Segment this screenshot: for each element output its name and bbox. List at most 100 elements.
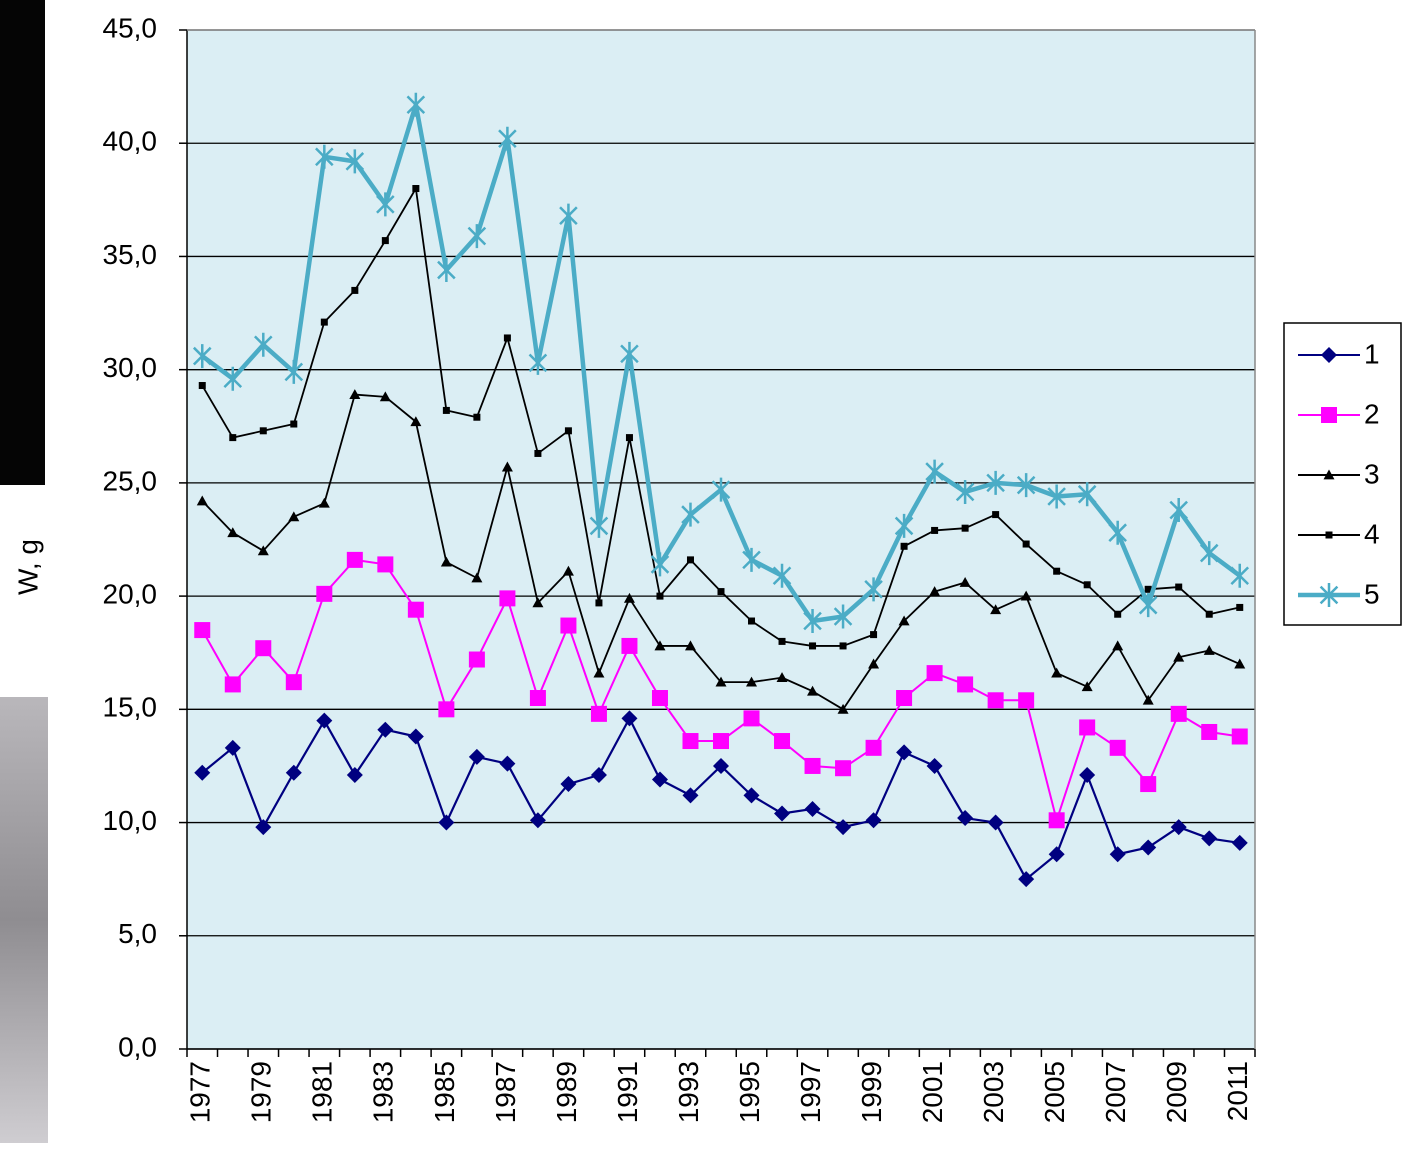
data-point (473, 414, 480, 421)
x-tick-label: 1983 (368, 1061, 399, 1123)
data-point (260, 427, 267, 434)
chart: W, g 0,05,010,015,020,025,030,035,040,04… (0, 0, 1402, 1152)
y-tick-label: 25,0 (103, 465, 158, 496)
data-point (382, 237, 389, 244)
y-tick-label: 5,0 (118, 918, 157, 949)
data-point (504, 334, 511, 341)
y-tick-label: 45,0 (103, 12, 158, 43)
legend-label: 3 (1364, 458, 1380, 489)
data-point (682, 733, 698, 749)
data-point (1053, 568, 1060, 575)
data-point (748, 618, 755, 625)
x-tick-label: 2005 (1039, 1061, 1070, 1123)
data-point (438, 701, 454, 717)
x-tick-label: 2009 (1161, 1061, 1192, 1123)
legend-label: 5 (1364, 578, 1380, 609)
plot-area (187, 30, 1255, 1049)
data-point (621, 638, 637, 654)
data-point (988, 692, 1004, 708)
x-tick-label: 1993 (673, 1061, 704, 1123)
background-photo-grey (0, 697, 48, 1143)
data-point (229, 434, 236, 441)
data-point (194, 622, 210, 638)
data-point (713, 733, 729, 749)
data-point (255, 640, 271, 656)
data-point (779, 638, 786, 645)
data-point (1084, 581, 1091, 588)
data-point (896, 690, 912, 706)
x-tick-label: 1979 (246, 1061, 277, 1123)
x-tick-label: 1991 (612, 1061, 643, 1123)
data-point (809, 642, 816, 649)
data-point (1114, 611, 1121, 618)
data-point (499, 590, 515, 606)
y-tick-label: 35,0 (103, 239, 158, 270)
data-point (652, 690, 668, 706)
x-tick-label: 1989 (551, 1061, 582, 1123)
y-tick-label: 15,0 (103, 692, 158, 723)
x-tick-label: 2011 (1222, 1061, 1253, 1121)
data-point (408, 602, 424, 618)
x-tick-label: 1999 (856, 1061, 887, 1123)
x-tick-label: 1981 (307, 1061, 338, 1123)
data-point (1206, 611, 1213, 618)
legend-label: 4 (1364, 518, 1380, 549)
data-point (626, 434, 633, 441)
data-point (901, 543, 908, 550)
data-point (744, 710, 760, 726)
data-point (718, 588, 725, 595)
data-point (1110, 740, 1126, 756)
data-point (931, 527, 938, 534)
data-point (316, 586, 332, 602)
data-point (835, 760, 851, 776)
data-point (286, 674, 302, 690)
data-point (1171, 706, 1187, 722)
data-point (957, 676, 973, 692)
legend-marker (1326, 532, 1333, 539)
y-tick-label: 10,0 (103, 805, 158, 836)
data-point (595, 599, 602, 606)
data-point (870, 631, 877, 638)
legend-label: 2 (1364, 398, 1380, 429)
legend-marker (1321, 407, 1337, 423)
data-point (1175, 584, 1182, 591)
x-tick-label: 2007 (1100, 1061, 1131, 1123)
legend-label: 1 (1364, 338, 1380, 369)
x-tick-label: 2003 (978, 1061, 1009, 1123)
data-point (840, 642, 847, 649)
data-point (774, 733, 790, 749)
background-photo-dark (0, 0, 45, 485)
data-point (591, 706, 607, 722)
data-point (1232, 729, 1248, 745)
y-axis-label: W, g (12, 539, 43, 595)
data-point (565, 427, 572, 434)
data-point (534, 450, 541, 457)
data-point (377, 556, 393, 572)
data-point (1079, 719, 1095, 735)
y-tick-label: 40,0 (103, 126, 158, 157)
data-point (347, 552, 363, 568)
data-point (199, 382, 206, 389)
data-point (560, 618, 576, 634)
data-point (927, 665, 943, 681)
data-point (1236, 604, 1243, 611)
data-point (687, 556, 694, 563)
data-point (530, 690, 546, 706)
data-point (866, 740, 882, 756)
data-point (351, 287, 358, 294)
data-point (805, 758, 821, 774)
data-point (1049, 812, 1065, 828)
data-point (962, 525, 969, 532)
x-tick-label: 1995 (734, 1061, 765, 1123)
x-tick-label: 1987 (490, 1061, 521, 1123)
data-point (225, 676, 241, 692)
x-tick-label: 1977 (185, 1061, 216, 1123)
y-tick-label: 30,0 (103, 352, 158, 383)
data-point (1018, 692, 1034, 708)
x-tick-label: 1997 (795, 1061, 826, 1123)
data-point (412, 185, 419, 192)
data-point (1023, 541, 1030, 548)
data-point (469, 652, 485, 668)
x-tick-label: 2001 (917, 1061, 948, 1123)
y-tick-label: 0,0 (118, 1031, 157, 1062)
